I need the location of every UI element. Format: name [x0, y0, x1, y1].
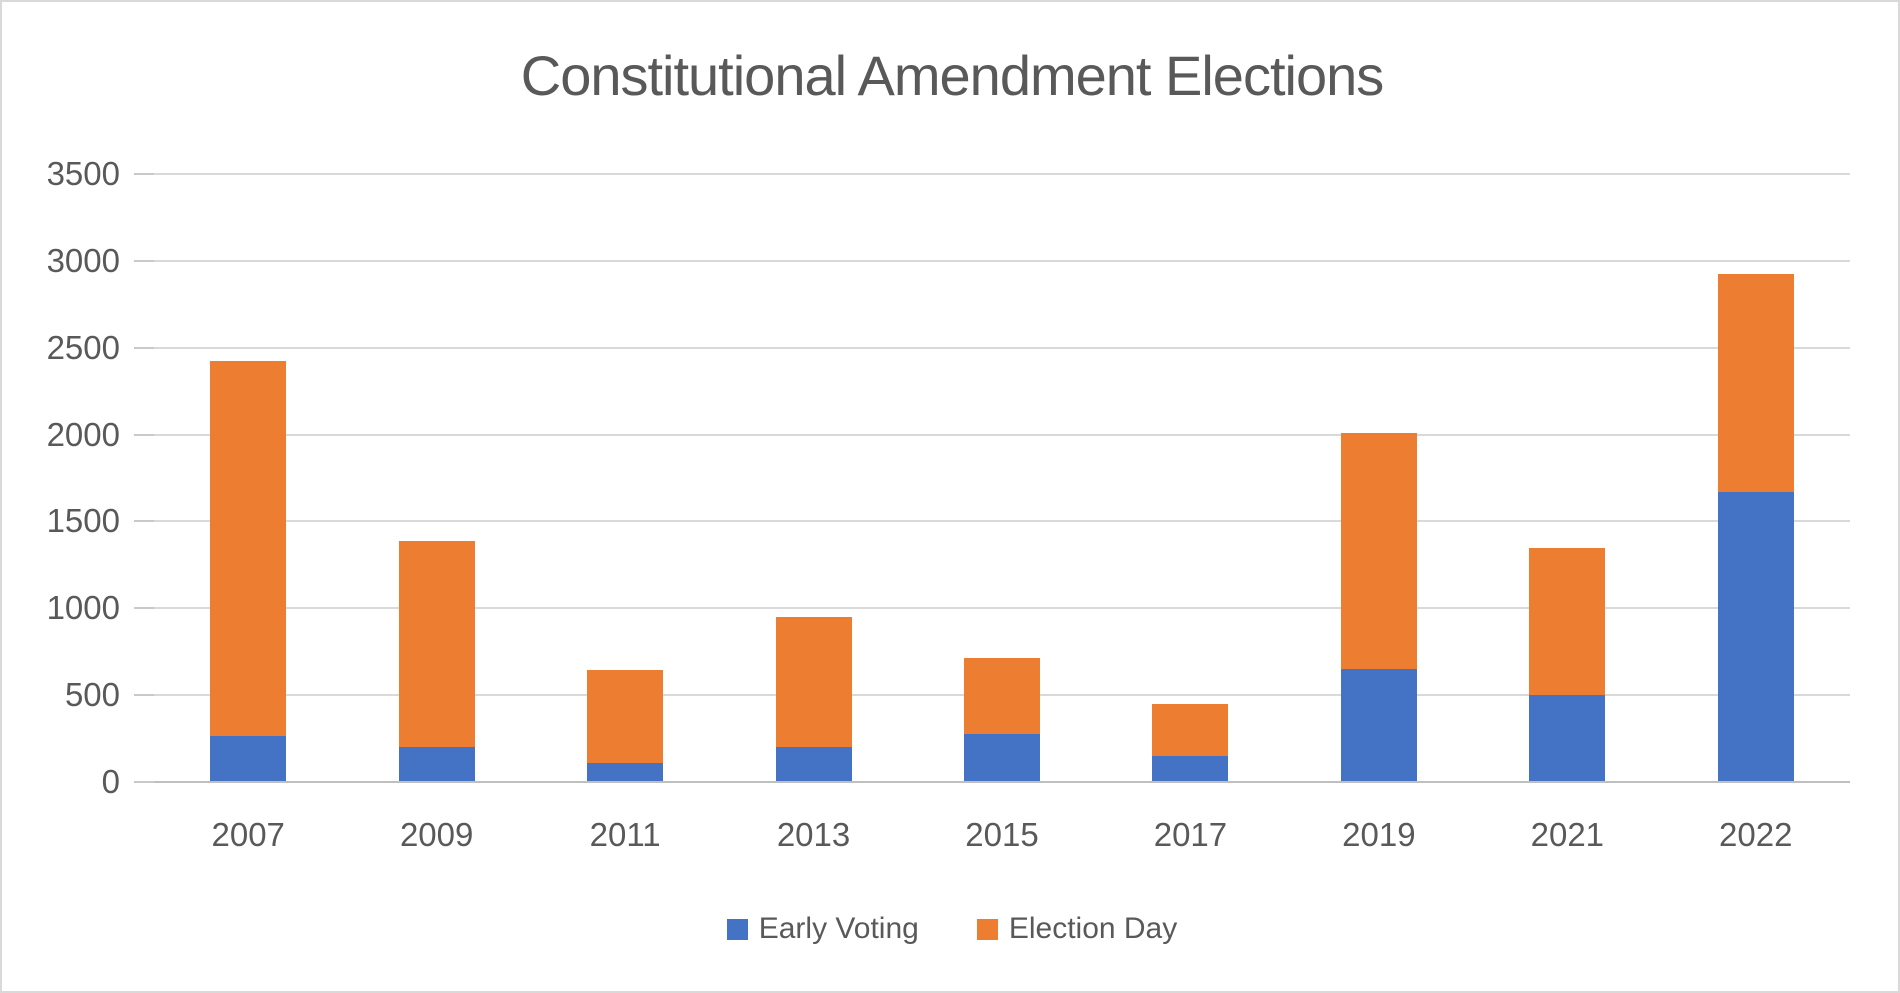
bar-segment-early-voting-2009 [398, 747, 475, 782]
x-axis-category-label: 2019 [1342, 816, 1416, 853]
y-axis-tick-label: 0 [101, 763, 120, 800]
x-axis-category-label: 2013 [776, 816, 851, 853]
bar-segment-election-day-2007 [210, 360, 287, 736]
bar-segment-election-day-2013 [775, 616, 852, 748]
gridline [154, 173, 1850, 175]
y-axis-tick [134, 781, 154, 783]
y-axis-tick [134, 173, 154, 175]
legend: Early Voting Election Day [2, 905, 1898, 953]
x-axis-category-label: 2009 [399, 816, 474, 853]
bar-segment-election-day-2022 [1717, 273, 1794, 492]
bar-segment-early-voting-2015 [964, 734, 1040, 782]
x-axis-category-label: 2017 [1153, 816, 1228, 853]
bar-segment-early-voting-2013 [775, 747, 852, 782]
chart-title: Constitutional Amendment Elections [520, 44, 1385, 107]
bar-segment-early-voting-2021 [1529, 695, 1606, 782]
y-axis-tick [134, 433, 154, 436]
x-axis-category-label: 2015 [965, 816, 1039, 853]
y-axis-tick [134, 346, 154, 349]
x-axis-line [154, 781, 1850, 783]
y-axis-tick [134, 520, 154, 523]
x-axis-category-label: 2011 [589, 816, 661, 853]
y-axis-tick [134, 607, 154, 610]
bar-segment-election-day-2011 [587, 669, 664, 763]
gridline [154, 607, 1850, 610]
legend-label-early-voting: Early Voting [758, 912, 919, 945]
legend-item-early-voting: Early Voting [726, 912, 919, 946]
bar-segment-election-day-2019 [1340, 432, 1417, 670]
y-axis-tick-label: 3500 [46, 155, 120, 192]
x-axis-category-label: 2007 [211, 816, 285, 853]
y-axis-tick-label: 2000 [46, 415, 120, 453]
plot-area [154, 173, 1850, 783]
y-axis-tick-label: 500 [64, 676, 120, 714]
bar-segment-early-voting-2022 [1717, 491, 1794, 782]
gridline [154, 259, 1850, 262]
x-axis-category-label: 2022 [1719, 816, 1793, 853]
gridline [154, 520, 1850, 523]
bar-segment-early-voting-2011 [587, 762, 664, 782]
election-day-swatch-icon [976, 918, 998, 940]
bar-segment-early-voting-2019 [1340, 669, 1417, 782]
y-axis-tick [134, 259, 154, 262]
bar-segment-election-day-2015 [964, 657, 1040, 735]
early-voting-swatch-icon [726, 918, 748, 940]
bar-segment-early-voting-2017 [1152, 755, 1229, 782]
y-axis-tick-label: 3000 [46, 241, 120, 279]
y-axis-tick-label: 1000 [46, 589, 120, 627]
y-axis-tick [134, 694, 154, 697]
y-axis-tick-label: 2500 [46, 328, 120, 366]
bar-segment-election-day-2017 [1152, 703, 1229, 756]
legend-label-election-day: Election Day [1008, 912, 1178, 945]
bar-segment-election-day-2009 [398, 541, 475, 748]
bar-segment-election-day-2021 [1529, 548, 1606, 696]
x-axis-category-label: 2021 [1530, 816, 1605, 853]
legend-item-election-day: Election Day [976, 912, 1178, 946]
gridline [154, 346, 1850, 349]
bar-segment-early-voting-2007 [210, 735, 287, 782]
y-axis-tick-label: 1500 [46, 502, 120, 540]
gridline [154, 433, 1850, 436]
